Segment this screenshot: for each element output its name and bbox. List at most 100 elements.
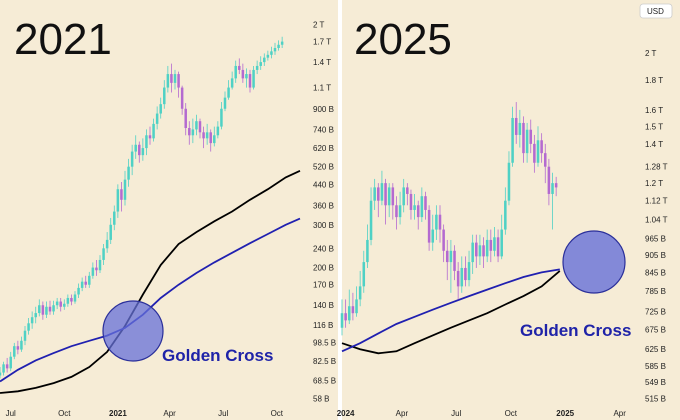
candle-body (522, 122, 525, 154)
candle-body (252, 69, 255, 88)
candle (177, 71, 180, 98)
candle (529, 119, 533, 154)
candle (5, 357, 9, 373)
candle (180, 85, 184, 115)
candle-body (391, 187, 395, 206)
candle-body (362, 262, 366, 287)
x-axis-ticks-2021: Jul Oct 2021 Apr Jul Oct (6, 409, 284, 418)
x-tick-label: 2025 (556, 409, 574, 418)
y-tick-label: 845 B (645, 268, 666, 277)
candle-body (273, 48, 277, 52)
candle (402, 178, 405, 213)
chart-title-2025: 2025 (354, 15, 452, 64)
moving-averages-2025 (341, 268, 561, 355)
candle (205, 123, 209, 145)
candle-body (424, 196, 427, 210)
candle (270, 46, 273, 59)
candle (70, 294, 73, 306)
candle (540, 133, 543, 163)
candle-body (540, 140, 543, 154)
candle (159, 97, 162, 119)
candle-body (478, 245, 482, 257)
candle-body (173, 74, 177, 83)
candle (127, 158, 130, 187)
candle (170, 63, 173, 93)
x-axis-ticks-2025: 2024 Apr Jul Oct 2025 Apr (337, 409, 627, 418)
candle-body (511, 117, 514, 163)
candle-body (170, 74, 173, 83)
candle-body (55, 301, 59, 306)
candle (84, 275, 87, 288)
candle-body (155, 113, 159, 124)
candle (227, 80, 230, 100)
candles-2025 (340, 102, 558, 336)
candle (241, 63, 245, 83)
candle-body (77, 287, 80, 295)
candle-body (504, 200, 507, 230)
x-tick-label: 2024 (337, 409, 355, 418)
candle-body (48, 306, 52, 312)
candle (173, 69, 177, 90)
candle-body (435, 214, 438, 230)
candle (252, 65, 255, 90)
y-tick-label: 1.6 T (645, 106, 663, 115)
candles-2021 (0, 36, 284, 379)
candle (482, 237, 485, 268)
candle (120, 181, 123, 212)
candle (431, 214, 435, 251)
candle (77, 283, 80, 298)
y-tick-label: 620 B (313, 144, 334, 153)
candle (413, 193, 416, 220)
y-tick-label: 625 B (645, 345, 666, 354)
candle (116, 184, 120, 218)
x-tick-label: Oct (271, 409, 284, 418)
candle-body (384, 183, 387, 206)
candle-body (248, 74, 252, 88)
candle-body (95, 267, 98, 271)
candle (420, 187, 424, 223)
x-tick-label: Oct (58, 409, 71, 418)
y-axis-ticks-2025: 2 T 1.8 T 1.6 T 1.5 T 1.4 T 1.28 T 1.2 T 1.12 T… (645, 49, 668, 403)
moving-averages-2021 (0, 169, 301, 394)
candle (191, 118, 195, 144)
candle (130, 144, 134, 176)
y-tick-label: 740 B (313, 125, 334, 134)
candle-body (398, 205, 402, 218)
candle (195, 114, 198, 136)
y-tick-label: 515 B (645, 395, 666, 404)
candle (41, 301, 45, 320)
candle-body (202, 132, 205, 139)
candle-body (358, 286, 362, 300)
candle-body (66, 297, 70, 304)
candle-body (406, 187, 409, 194)
candle (148, 126, 152, 145)
candle (478, 234, 482, 266)
currency-badge-box (639, 3, 673, 19)
candle (166, 65, 170, 93)
candle (277, 40, 280, 51)
candle-body (184, 108, 187, 129)
candle (255, 60, 259, 75)
candle (507, 151, 511, 206)
candle-body (438, 214, 442, 230)
candle-body (138, 144, 141, 156)
candle-body (88, 275, 91, 285)
candle-body (198, 121, 202, 133)
candle (533, 134, 536, 173)
currency-badge[interactable]: USD (639, 3, 673, 19)
slow-moving-average-line (341, 270, 561, 355)
candle-body (205, 132, 209, 139)
candle-body (177, 74, 180, 88)
x-tick-label: Apr (396, 409, 409, 418)
candle (80, 277, 84, 292)
candle (536, 126, 540, 167)
chart-title-2021: 2021 (14, 15, 112, 64)
candle (496, 229, 500, 263)
candle-body (402, 187, 405, 206)
golden-cross-highlight-2025 (562, 230, 626, 294)
y-tick-label: 1.04 T (645, 216, 668, 225)
candle-body (148, 135, 152, 139)
candle-body (507, 162, 511, 201)
candle (438, 205, 442, 243)
candle (280, 36, 284, 49)
